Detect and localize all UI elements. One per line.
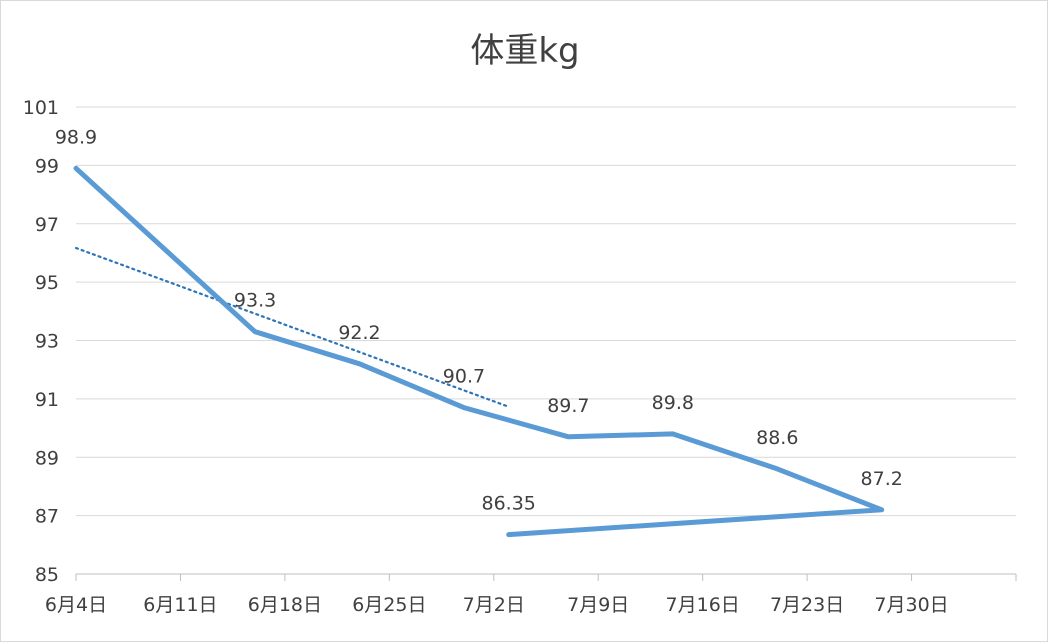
y-tick-label: 97 (35, 214, 59, 236)
x-tick-label: 7月16日 (666, 594, 740, 616)
data-labels: 98.9 93.3 92.2 90.7 89.7 89.8 88.6 87.2 86.35 (55, 126, 903, 514)
data-label: 87.2 (861, 468, 903, 490)
y-tick-label: 95 (35, 272, 59, 294)
data-label: 98.9 (55, 126, 97, 148)
data-label: 86.35 (481, 493, 535, 515)
data-point (774, 466, 780, 472)
data-label: 93.3 (234, 290, 276, 312)
y-tick-label: 87 (35, 506, 59, 528)
x-tick-label: 6月4日 (45, 594, 107, 616)
data-label: 92.2 (338, 322, 380, 344)
x-tick-label: 6月18日 (248, 594, 322, 616)
data-label: 89.7 (547, 395, 589, 417)
axes: 85 87 89 91 93 95 97 99 101 6月4日 6月11日 6月18日 6月25日 7月… (23, 97, 1016, 616)
data-point (670, 431, 676, 437)
data-point (73, 165, 79, 171)
data-point (879, 507, 885, 513)
data-point (252, 329, 258, 335)
y-tick-label: 89 (35, 447, 59, 469)
series-line (76, 168, 882, 534)
x-tick-label: 7月30日 (874, 594, 948, 616)
x-tick-label: 7月2日 (463, 594, 525, 616)
x-tick-label: 7月9日 (567, 594, 629, 616)
y-tick-label: 91 (35, 389, 59, 411)
data-label: 88.6 (756, 427, 798, 449)
y-tick-label: 99 (35, 155, 59, 177)
data-point (356, 361, 362, 367)
data-label: 89.8 (652, 392, 694, 414)
y-tick-label: 93 (35, 331, 59, 353)
x-tick-label: 6月25日 (352, 594, 426, 616)
data-point (461, 405, 467, 411)
data-point (565, 434, 571, 440)
data-label: 90.7 (443, 366, 485, 388)
x-tick-label: 7月23日 (770, 594, 844, 616)
x-tick-label: 6月11日 (143, 594, 217, 616)
y-tick-label: 85 (35, 564, 59, 586)
data-point (506, 532, 512, 538)
y-tick-label: 101 (23, 97, 59, 119)
grid-lines (76, 107, 1016, 516)
series-layer (73, 165, 885, 537)
